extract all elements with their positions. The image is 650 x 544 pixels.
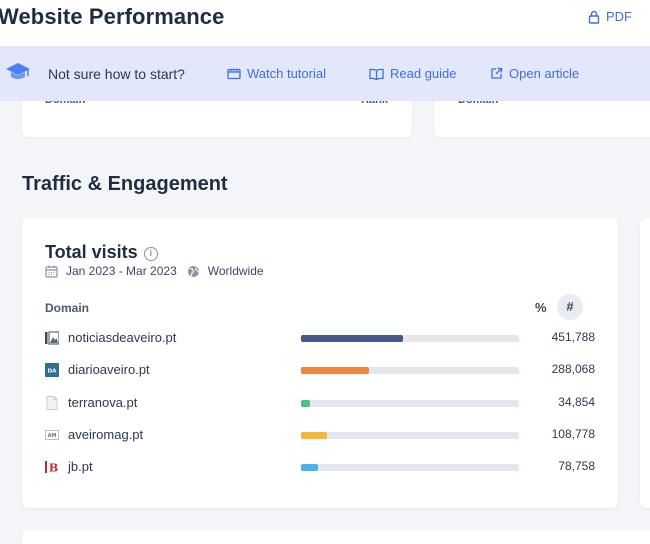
row-bar xyxy=(301,400,310,407)
svg-text:AM: AM xyxy=(48,433,57,439)
row-domain[interactable]: noticiasdeaveiro.pt xyxy=(68,330,177,345)
open-article-label: Open article xyxy=(509,66,580,81)
row-bar xyxy=(301,432,328,439)
page-title: Website Performance xyxy=(0,4,225,29)
watch-tutorial-label: Watch tutorial xyxy=(247,66,326,81)
video-icon xyxy=(227,68,241,79)
pdf-label: PDF xyxy=(606,9,632,24)
diarioaveiro-favicon: DA xyxy=(45,363,59,377)
table-row[interactable]: B jb.pt 78,758 xyxy=(45,456,595,478)
row-domain[interactable]: jb.pt xyxy=(68,459,93,474)
section-title: Traffic & Engagement xyxy=(22,173,228,195)
row-value: 108,778 xyxy=(551,427,595,441)
column-header-domain: Domain xyxy=(45,301,90,315)
aveiromag-favicon: AM xyxy=(45,430,59,440)
card-title: Total visits i xyxy=(45,242,158,263)
row-bar-track xyxy=(301,335,519,342)
graduation-cap-icon xyxy=(6,63,30,79)
table-row[interactable]: terranova.pt 34,854 xyxy=(45,392,595,414)
row-bar-track xyxy=(301,400,519,407)
document-icon xyxy=(46,396,58,410)
watch-tutorial-link[interactable]: Watch tutorial xyxy=(227,66,326,81)
row-bar-track xyxy=(301,432,519,439)
banner-text: Not sure how to start? xyxy=(48,66,185,82)
row-value: 78,758 xyxy=(558,459,595,473)
pdf-button[interactable]: PDF xyxy=(588,9,632,24)
row-value: 34,854 xyxy=(558,395,595,409)
next-card xyxy=(22,530,650,544)
total-visits-card: Total visits i Jan 2023 - Mar 2023 World… xyxy=(22,218,618,508)
book-icon xyxy=(369,68,384,80)
lock-icon xyxy=(588,10,600,24)
noticiasdeaveiro-favicon xyxy=(45,331,59,345)
table-row[interactable]: AM aveiromag.pt 108,778 xyxy=(45,424,595,446)
read-guide-label: Read guide xyxy=(390,66,457,81)
globe-icon xyxy=(187,265,199,277)
percent-toggle[interactable]: % xyxy=(535,300,547,315)
row-domain[interactable]: diarioaveiro.pt xyxy=(68,362,150,377)
row-domain[interactable]: terranova.pt xyxy=(68,395,138,410)
count-toggle[interactable]: # xyxy=(557,294,583,320)
date-range: Jan 2023 - Mar 2023 xyxy=(66,264,177,278)
table-row[interactable]: DA diarioaveiro.pt 288,068 xyxy=(45,359,595,381)
info-icon[interactable]: i xyxy=(143,247,158,261)
row-bar xyxy=(301,464,319,471)
read-guide-link[interactable]: Read guide xyxy=(369,66,457,81)
svg-text:B: B xyxy=(49,462,58,475)
row-bar-track xyxy=(301,367,519,374)
table-row[interactable]: noticiasdeaveiro.pt 451,788 xyxy=(45,327,595,349)
card-title-text: Total visits xyxy=(45,242,138,262)
row-domain[interactable]: aveiromag.pt xyxy=(68,427,144,442)
region: Worldwide xyxy=(207,264,264,278)
external-link-icon xyxy=(491,67,503,79)
page-header: Website Performance PDF xyxy=(0,0,650,46)
jb-favicon: B xyxy=(45,461,58,475)
row-value: 288,068 xyxy=(551,362,595,376)
row-value: 451,788 xyxy=(551,330,595,344)
row-bar xyxy=(301,367,369,374)
open-article-link[interactable]: Open article xyxy=(490,66,579,81)
help-banner: Not sure how to start? Watch tutorial Re… xyxy=(0,46,650,101)
calendar-icon xyxy=(45,265,58,278)
adjacent-card xyxy=(640,218,650,508)
row-bar xyxy=(301,335,404,342)
svg-text:DA: DA xyxy=(48,369,58,375)
row-bar-track xyxy=(301,464,519,471)
card-meta: Jan 2023 - Mar 2023 Worldwide xyxy=(45,264,264,278)
